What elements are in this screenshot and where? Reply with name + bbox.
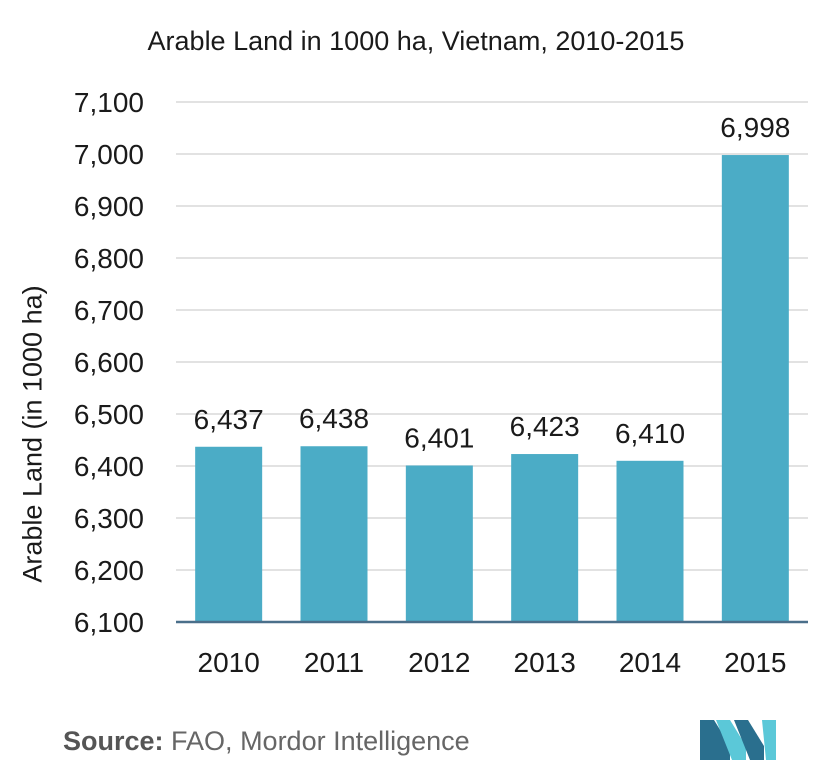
gridlines bbox=[176, 101, 808, 571]
y-tick-labels: 6,100 6,200 6,300 6,400 6,500 6,600 6,700 6,800… bbox=[74, 87, 144, 638]
x-tick-label: 2010 bbox=[198, 647, 260, 678]
data-label: 6,423 bbox=[510, 411, 580, 442]
y-tick-label: 6,100 bbox=[74, 607, 144, 638]
x-tick-label: 2013 bbox=[514, 647, 576, 678]
x-tick-label: 2014 bbox=[619, 647, 681, 678]
y-tick-label: 6,800 bbox=[74, 243, 144, 274]
bar bbox=[721, 155, 789, 623]
y-tick-label: 6,400 bbox=[74, 451, 144, 482]
data-label: 6,401 bbox=[404, 422, 474, 453]
y-tick-label: 6,600 bbox=[74, 347, 144, 378]
bar bbox=[300, 446, 368, 622]
y-tick-label: 7,100 bbox=[74, 87, 144, 118]
data-label: 6,438 bbox=[299, 403, 369, 434]
data-label: 6,437 bbox=[194, 404, 264, 435]
y-tick-label: 7,000 bbox=[74, 139, 144, 170]
y-tick-label: 6,200 bbox=[74, 555, 144, 586]
data-label: 6,410 bbox=[615, 418, 685, 449]
x-tick-label: 2015 bbox=[724, 647, 786, 678]
mordor-intelligence-logo-icon bbox=[700, 720, 776, 760]
data-label: 6,998 bbox=[720, 112, 790, 143]
y-tick-label: 6,700 bbox=[74, 295, 144, 326]
y-tick-label: 6,300 bbox=[74, 503, 144, 534]
y-tick-label: 6,500 bbox=[74, 399, 144, 430]
data-labels: 6,437 6,438 6,401 6,423 6,410 6,998 bbox=[194, 112, 791, 453]
source-text: FAO, Mordor Intelligence bbox=[171, 726, 470, 756]
x-tick-labels: 2010 2011 2012 2013 2014 2015 bbox=[198, 647, 787, 678]
y-tick-label: 6,900 bbox=[74, 191, 144, 222]
bar bbox=[405, 465, 473, 622]
bar bbox=[511, 454, 579, 622]
bars bbox=[195, 155, 789, 623]
bar bbox=[616, 460, 684, 622]
source-label: Source: bbox=[63, 726, 164, 756]
x-tick-label: 2011 bbox=[304, 647, 364, 678]
x-tick-label: 2012 bbox=[408, 647, 470, 678]
bar bbox=[195, 446, 263, 622]
source-note: Source: FAO, Mordor Intelligence bbox=[63, 726, 470, 757]
chart-title: Arable Land in 1000 ha, Vietnam, 2010-20… bbox=[147, 26, 685, 56]
